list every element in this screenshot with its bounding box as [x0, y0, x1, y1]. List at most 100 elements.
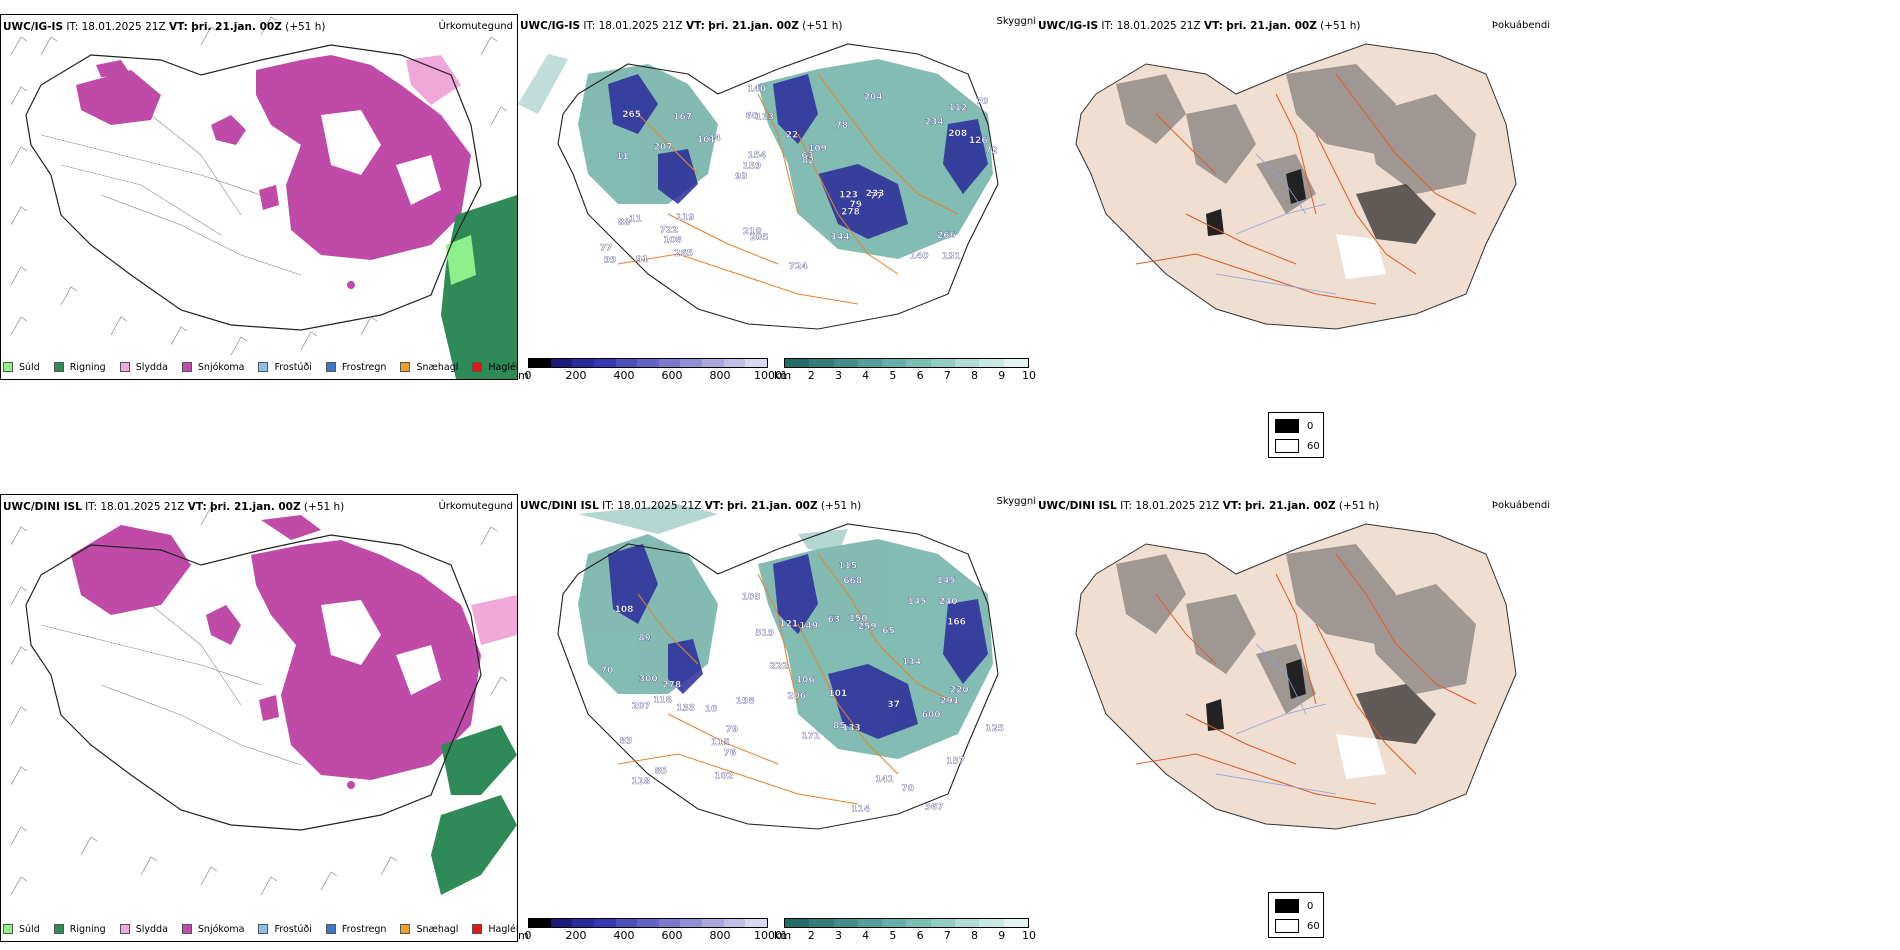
elevation-label: 140	[747, 85, 766, 95]
legend-label: Súld	[19, 361, 40, 373]
fog-panel-row2: UWC/DINI ISL IT: 18.01.2025 21Z VT: þri.…	[1036, 494, 1556, 942]
panel-title-row1-cloud: UWC/IG-IS IT: 18.01.2025 21Z VT: þri. 21…	[520, 20, 843, 32]
elevation-label: 85	[655, 766, 668, 776]
elevation-labels-row1: 131 11 112 93 78 91 60 22 11 44 77 108 113 109 77 265 14…	[600, 84, 998, 272]
elevation-label: 131	[942, 252, 961, 262]
colorbar-tick-label: 5	[889, 929, 897, 942]
color-ramp-step	[745, 359, 768, 367]
vt-label: VT:	[168, 21, 188, 33]
elevation-label: 78	[836, 121, 849, 131]
elevation-label: 22	[786, 130, 799, 140]
vt-value: þri. 21.jan. 00Z	[1245, 500, 1336, 512]
colorbar-tick-label: 200	[565, 369, 587, 382]
elevation-label: 112	[949, 103, 968, 113]
colorbar-tick-label: 8	[971, 369, 979, 382]
elevation-label: 207	[632, 702, 651, 712]
color-ramp-step	[1003, 359, 1028, 367]
color-ramp-step	[572, 919, 594, 927]
elevation-label: 134	[902, 657, 921, 667]
elevation-label: 101	[828, 689, 847, 699]
color-ramp-step	[572, 359, 594, 367]
fog-legend-label: 0	[1307, 901, 1314, 912]
legend-label: Snæhagl	[416, 923, 459, 935]
elevation-label: 133	[676, 703, 695, 713]
color-ramp-step	[906, 919, 931, 927]
elevation-colorbar-row2: m 0 200 400 600 800 1000	[518, 918, 782, 950]
elevation-label: 218	[743, 227, 762, 237]
color-ramp-step	[658, 919, 681, 927]
color-ramp-step	[833, 359, 858, 367]
elevation-label: 70	[976, 97, 989, 107]
elevation-label: 115	[711, 738, 730, 748]
vt-value: þri. 21.jan. 00Z	[191, 21, 282, 33]
elevation-label: 265	[622, 110, 641, 120]
color-ramp-step	[1003, 919, 1028, 927]
elevation-label: 44	[708, 134, 721, 144]
legend-item: Snæhagl	[400, 362, 458, 373]
color-ramp-step	[637, 919, 659, 927]
elevation-label: 108	[615, 605, 634, 615]
precip-map-row1	[10, 16, 517, 379]
color-ramp-step	[529, 919, 551, 927]
legend-item: Súld	[3, 362, 40, 373]
elevation-label: 144	[831, 233, 850, 243]
elevation-label: 79	[726, 725, 739, 735]
elevation-label: 70	[601, 666, 614, 676]
precip-legend-row2: Súld Rigning Slydda Snjókoma Frostúði Fr…	[3, 919, 533, 939]
legend-swatch	[181, 362, 192, 372]
elevation-label: 208	[948, 129, 967, 139]
elevation-label: 259	[858, 622, 877, 632]
color-ramp-step	[702, 359, 724, 367]
panel-title-row1-fog: UWC/IG-IS IT: 18.01.2025 21Z VT: þri. 21…	[1038, 20, 1361, 32]
fog-panel-label-row1: Þokuábendi	[1491, 20, 1550, 31]
color-ramp-step	[930, 919, 956, 927]
cloud-panel-row2: 367 118 85 108 157 89 85 10 65 121 259 70 76 105 101 83…	[518, 494, 1036, 942]
elevation-label: 157	[946, 757, 965, 767]
lead-time: (+51 h)	[1338, 500, 1380, 512]
legend-item: Súld	[3, 924, 40, 935]
cloud-panel-row1: 131 11 112 93 78 91 60 22 11 44 77 108 113 109 77 265 14…	[518, 14, 1036, 382]
color-ramp-step	[882, 919, 907, 927]
colorbar-tick-label: 9	[998, 369, 1006, 382]
elevation-label: 114	[851, 805, 870, 815]
elevation-label: 198	[736, 697, 755, 707]
colorbar-tick-label: 7	[943, 929, 951, 942]
lead-time: (+51 h)	[1320, 20, 1361, 32]
cloud-map-row2	[557, 504, 999, 830]
color-ramp-step	[723, 359, 746, 367]
elevation-label: 63	[828, 615, 841, 625]
legend-swatch	[181, 924, 192, 934]
elevation-ticks: 0 200 400 600 800 1000	[525, 369, 783, 389]
elevation-label: 167	[673, 113, 692, 123]
elevation-label: 109	[808, 144, 827, 154]
fog-panel-row1: UWC/IG-IS IT: 18.01.2025 21Z VT: þri. 21…	[1036, 14, 1556, 380]
elevation-label: 367	[925, 802, 944, 812]
vt-label: VT:	[704, 500, 724, 512]
elevation-label: 76	[724, 749, 737, 759]
legend-item: Frostregn	[325, 924, 386, 935]
color-ramp-step	[593, 359, 616, 367]
elevation-label: 85	[833, 721, 846, 731]
elevation-label: 600	[922, 710, 941, 720]
elevation-label: 278	[841, 208, 860, 218]
elevation-label: 149	[799, 621, 818, 631]
precip-panel-label-row1: Úrkomutegund	[438, 21, 513, 32]
color-ramp-step	[857, 919, 883, 927]
elevation-label: 118	[631, 777, 650, 787]
vt-label: VT:	[685, 20, 705, 32]
elevation-label: 119	[676, 213, 695, 223]
elevation-label: 266	[937, 231, 956, 241]
colorbar-tick-label: 3	[834, 929, 842, 942]
colorbar-tick-label: 600	[661, 929, 683, 942]
it-label: IT:	[85, 501, 98, 513]
elevation-label: 113	[755, 112, 774, 122]
elevation-label: 166	[947, 618, 966, 628]
legend-swatch	[3, 924, 13, 934]
elevation-label: 77	[870, 192, 883, 202]
elevation-label: 79	[850, 200, 863, 210]
model-name: UWC/IG-IS	[1038, 20, 1099, 32]
vt-value: þri. 21.jan. 00Z	[727, 500, 818, 512]
visibility-unit: km	[774, 929, 792, 942]
color-ramp-step	[809, 359, 834, 367]
it-label: IT:	[1120, 500, 1133, 512]
